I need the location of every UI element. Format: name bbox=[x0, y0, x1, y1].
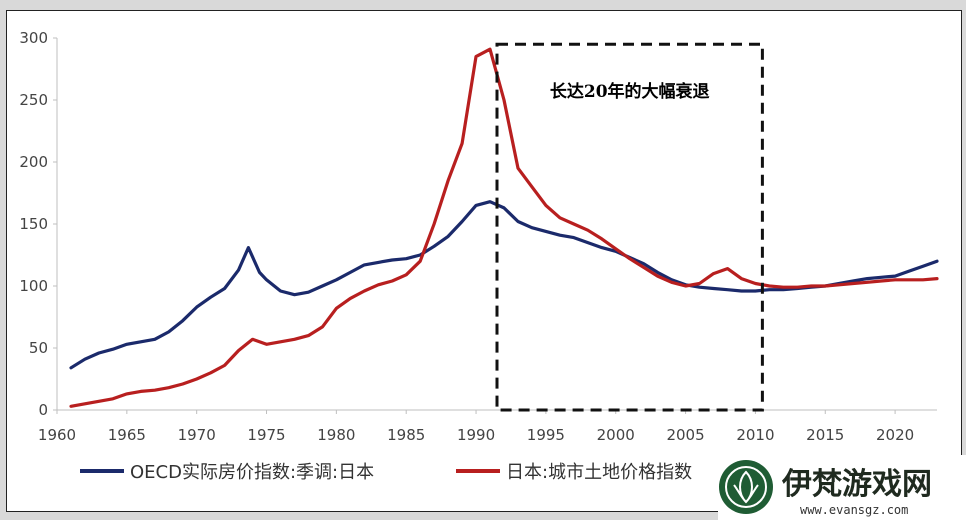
x-tick-label: 2010 bbox=[736, 426, 774, 444]
y-tick-label: 300 bbox=[19, 29, 48, 47]
recession-box bbox=[495, 42, 764, 412]
site-watermark: 伊梵游戏网 www.evansgz.com bbox=[718, 455, 966, 520]
x-tick-label: 1970 bbox=[178, 426, 216, 444]
x-tick-label: 1975 bbox=[247, 426, 285, 444]
logo-icon bbox=[719, 460, 773, 514]
x-tick-label: 1995 bbox=[527, 426, 565, 444]
watermark-url: www.evansgz.com bbox=[800, 503, 908, 517]
recession-annotation: 长达20年的大幅衰退 bbox=[550, 81, 710, 102]
series-line-0 bbox=[69, 200, 939, 370]
series-lines bbox=[69, 47, 939, 408]
series-line-1 bbox=[69, 47, 939, 408]
logo-ring-icon bbox=[725, 466, 767, 508]
legend-label-oecd: OECD实际房价指数:季调:日本 bbox=[130, 462, 374, 483]
x-tick-label: 1965 bbox=[108, 426, 146, 444]
chart-frame bbox=[6, 10, 962, 512]
x-tick-label: 2005 bbox=[666, 426, 704, 444]
y-tick-label: 150 bbox=[19, 215, 48, 233]
x-tick-label: 2000 bbox=[597, 426, 635, 444]
watermark-title: 伊梵游戏网 bbox=[781, 467, 932, 502]
y-tick-label: 250 bbox=[19, 91, 48, 109]
x-tick-label: 1990 bbox=[457, 426, 495, 444]
axes: 0 50 100 150 200 250 300 1960 1965 1970 1975 1980 19… bbox=[19, 29, 937, 444]
legend: OECD实际房价指数:季调:日本 日本:城市土地价格指数 bbox=[80, 462, 692, 483]
y-tick-label: 100 bbox=[19, 277, 48, 295]
x-tick-label: 1960 bbox=[38, 426, 76, 444]
annotation-layer: 长达20年的大幅衰退 bbox=[495, 42, 764, 412]
leaf-icon bbox=[733, 470, 759, 504]
y-tick-label: 200 bbox=[19, 153, 48, 171]
x-tick-label: 2020 bbox=[876, 426, 914, 444]
y-tick-label: 0 bbox=[38, 401, 48, 419]
x-tick-label: 1985 bbox=[387, 426, 425, 444]
legend-label-land: 日本:城市土地价格指数 bbox=[506, 462, 692, 483]
y-tick-label: 50 bbox=[29, 339, 48, 357]
x-tick-label: 2015 bbox=[806, 426, 844, 444]
x-tick-label: 1980 bbox=[317, 426, 355, 444]
